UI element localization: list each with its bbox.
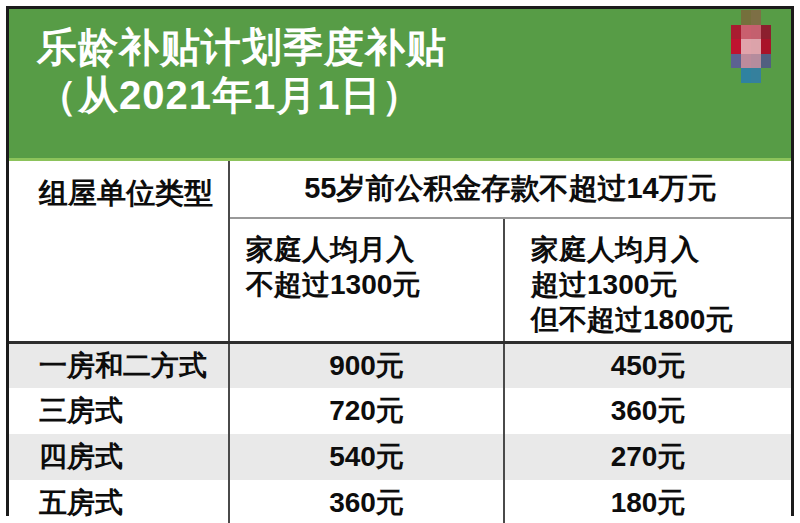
subsidy-value: 360元 — [504, 388, 791, 434]
subsidy-value: 450元 — [504, 342, 791, 388]
table-row-1room-2room: 一房和二方式 900元 450元 — [9, 342, 791, 388]
subsidy-value: 180元 — [504, 480, 791, 523]
subsidy-value: 720元 — [229, 388, 504, 434]
title-banner: 乐龄补贴计划季度补贴 （从2021年1月1日） — [9, 9, 791, 161]
flat-type-label: 五房式 — [9, 480, 229, 523]
income-band-2-line3: 但不超过1800元 — [531, 302, 791, 337]
table-row-3room: 三房式 720元 360元 — [9, 388, 791, 434]
flat-type-label: 一房和二方式 — [9, 342, 229, 388]
banner-title-line2: （从2021年1月1日） — [37, 71, 791, 119]
income-band-1-header: 家庭人均月入 不超过1300元 — [229, 218, 504, 342]
subsidy-value: 540元 — [229, 434, 504, 480]
banner-title-line1: 乐龄补贴计划季度补贴 — [37, 23, 791, 71]
income-band-2-header: 家庭人均月入 超过1300元 但不超过1800元 — [504, 218, 791, 342]
subsidy-value: 270元 — [504, 434, 791, 480]
flat-type-column-header: 组屋单位类型 — [9, 161, 229, 342]
income-band-2-line2: 超过1300元 — [531, 267, 791, 302]
subsidy-value: 360元 — [229, 480, 504, 523]
subsidy-value: 900元 — [229, 342, 504, 388]
flat-type-label: 四房式 — [9, 434, 229, 480]
cpf-savings-group-header: 55岁前公积金存款不超过14万元 — [229, 161, 791, 218]
infographic-frame: 乐龄补贴计划季度补贴 （从2021年1月1日） 组屋单位类型 55岁前公积金存款… — [6, 6, 794, 516]
table-row-4room: 四房式 540元 270元 — [9, 434, 791, 480]
table-header-row-1: 组屋单位类型 55岁前公积金存款不超过14万元 — [9, 161, 791, 218]
income-band-1-line1: 家庭人均月入 — [246, 232, 503, 267]
pixelated-redacted-logo-icon — [731, 10, 771, 83]
table-row-5room: 五房式 360元 180元 — [9, 480, 791, 523]
flat-type-label: 三房式 — [9, 388, 229, 434]
subsidy-table: 组屋单位类型 55岁前公积金存款不超过14万元 家庭人均月入 不超过1300元 … — [9, 161, 791, 523]
income-band-2-line1: 家庭人均月入 — [531, 232, 791, 267]
income-band-1-line2: 不超过1300元 — [246, 267, 503, 302]
